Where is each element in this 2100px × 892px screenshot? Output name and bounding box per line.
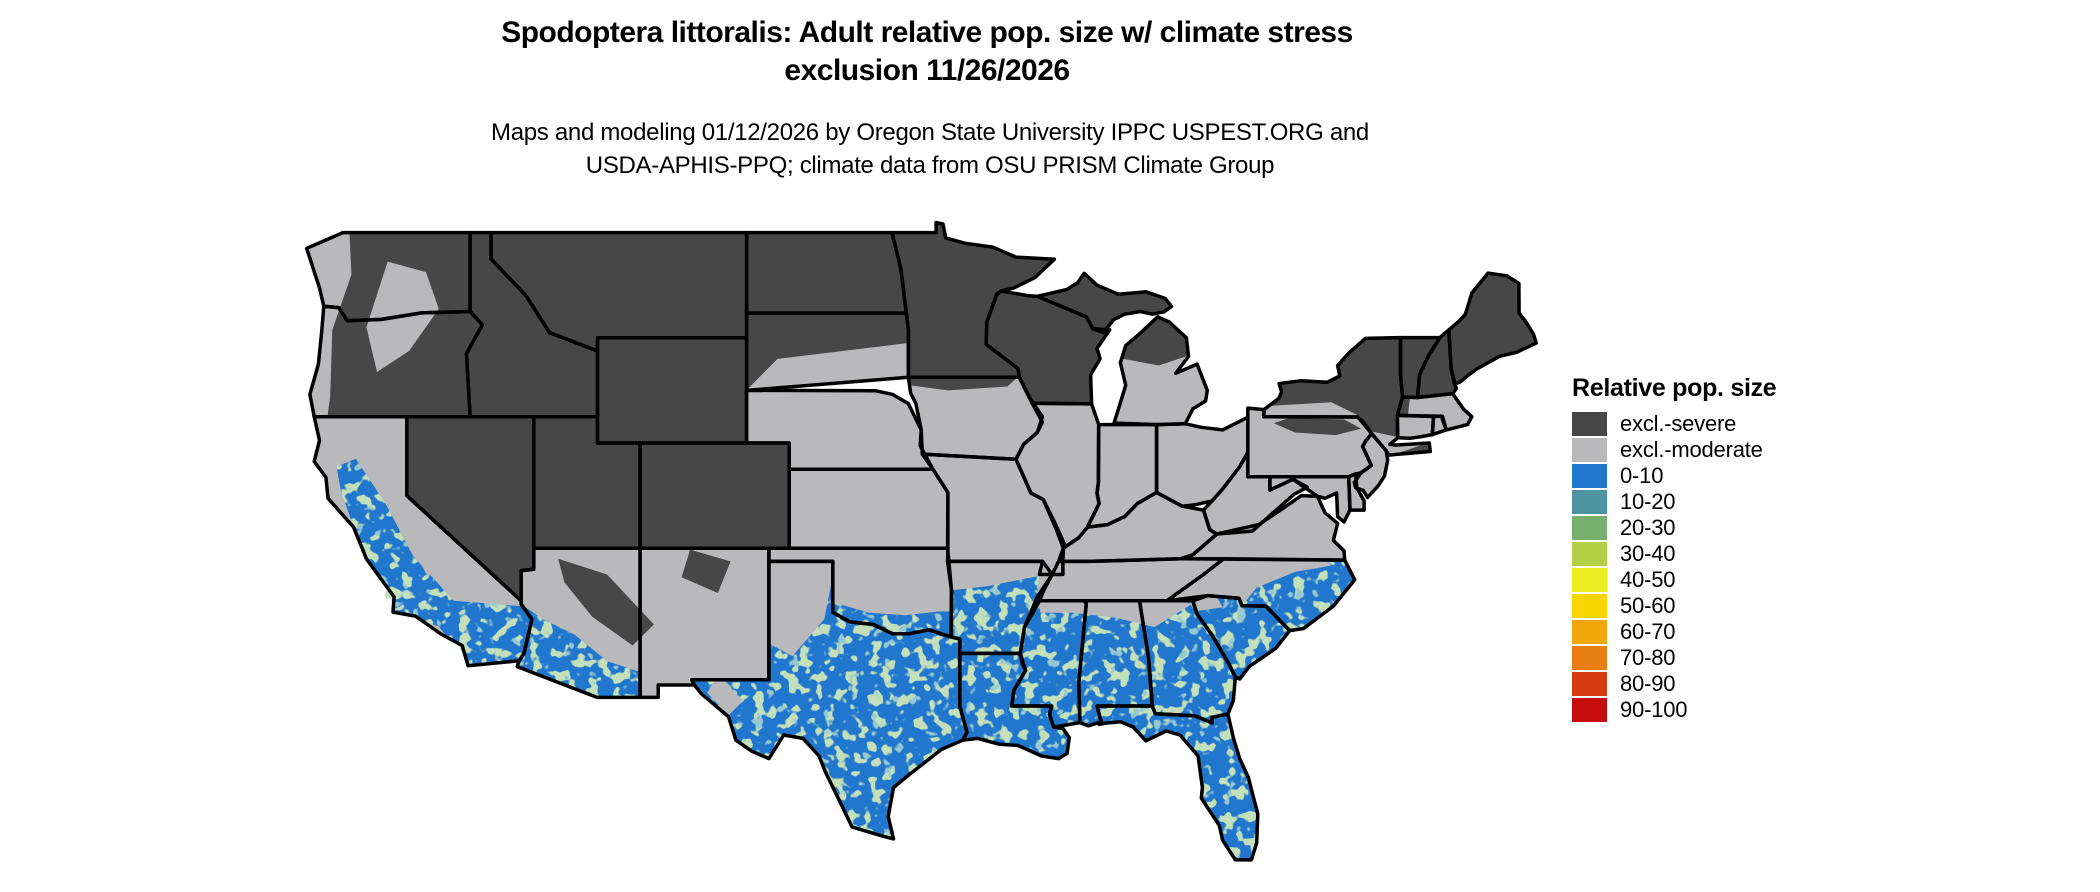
legend-item-label: 50-60 xyxy=(1620,593,1676,618)
legend-item: 0-10 xyxy=(1572,463,1776,488)
legend-swatch xyxy=(1572,672,1607,696)
legend-item-label: 60-70 xyxy=(1620,619,1676,644)
legend-swatch xyxy=(1572,698,1607,722)
legend-item: 40-50 xyxy=(1572,567,1776,592)
legend-item-label: 90-100 xyxy=(1620,697,1688,722)
map-subtitle-line2: USDA-APHIS-PPQ; climate data from OSU PR… xyxy=(585,152,1275,179)
legend-item: 90-100 xyxy=(1572,697,1776,722)
legend-item: 70-80 xyxy=(1572,645,1776,670)
legend-swatch xyxy=(1572,646,1607,670)
map-title: Spodoptera littoralis: Adult relative po… xyxy=(0,14,1854,90)
legend-item: 60-70 xyxy=(1572,619,1776,644)
legend-item-label: 20-30 xyxy=(1620,515,1676,540)
legend-item-label: 0-10 xyxy=(1620,463,1664,488)
legend-item-label: 40-50 xyxy=(1620,567,1676,592)
map-title-line1: Spodoptera littoralis: Adult relative po… xyxy=(501,16,1353,49)
legend-item: 30-40 xyxy=(1572,541,1776,566)
legend-swatch xyxy=(1572,542,1607,566)
legend-item: excl.-severe xyxy=(1572,411,1776,436)
legend-swatch xyxy=(1572,568,1607,592)
map-title-line2: exclusion 11/26/2026 xyxy=(784,54,1070,87)
legend-item: 50-60 xyxy=(1572,593,1776,618)
legend-item: excl.-moderate xyxy=(1572,437,1776,462)
legend-swatch xyxy=(1572,412,1607,436)
legend-rows: excl.-severe excl.-moderate 0-10 10-20 20-30… xyxy=(1572,411,1776,722)
map-subtitle-line1: Maps and modeling 01/12/2026 by Oregon S… xyxy=(491,119,1369,146)
legend-item: 80-90 xyxy=(1572,671,1776,696)
legend-swatch xyxy=(1572,438,1607,462)
legend-item-label: excl.-moderate xyxy=(1620,437,1763,462)
legend-item-label: 10-20 xyxy=(1620,489,1676,514)
legend-swatch xyxy=(1572,620,1607,644)
legend-item-label: 30-40 xyxy=(1620,541,1676,566)
legend-swatch xyxy=(1572,490,1607,514)
legend-swatch xyxy=(1572,464,1607,488)
legend-item-label: 80-90 xyxy=(1620,671,1676,696)
legend-swatch xyxy=(1572,594,1607,618)
map-subtitle: Maps and modeling 01/12/2026 by Oregon S… xyxy=(0,116,1860,182)
legend-swatch xyxy=(1572,516,1607,540)
legend-item: 20-30 xyxy=(1572,515,1776,540)
legend-item: 10-20 xyxy=(1572,489,1776,514)
legend-item-label: excl.-severe xyxy=(1620,411,1737,436)
map-state-borders xyxy=(304,220,1538,862)
legend-title: Relative pop. size xyxy=(1572,374,1777,402)
legend: Relative pop. size excl.-severe excl.-mod… xyxy=(1572,374,1777,724)
legend-item-label: 70-80 xyxy=(1620,645,1676,670)
